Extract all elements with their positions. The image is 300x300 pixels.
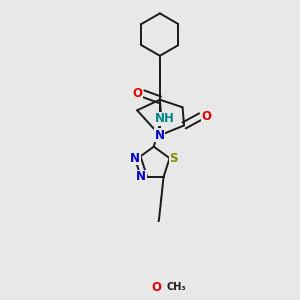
Text: O: O	[151, 281, 161, 294]
Text: O: O	[132, 87, 142, 100]
Text: N: N	[130, 152, 140, 165]
Text: O: O	[202, 110, 212, 123]
Text: N: N	[136, 170, 146, 183]
Text: N: N	[155, 129, 165, 142]
Text: S: S	[169, 152, 178, 165]
Text: CH₃: CH₃	[167, 282, 186, 292]
Text: NH: NH	[154, 112, 174, 125]
